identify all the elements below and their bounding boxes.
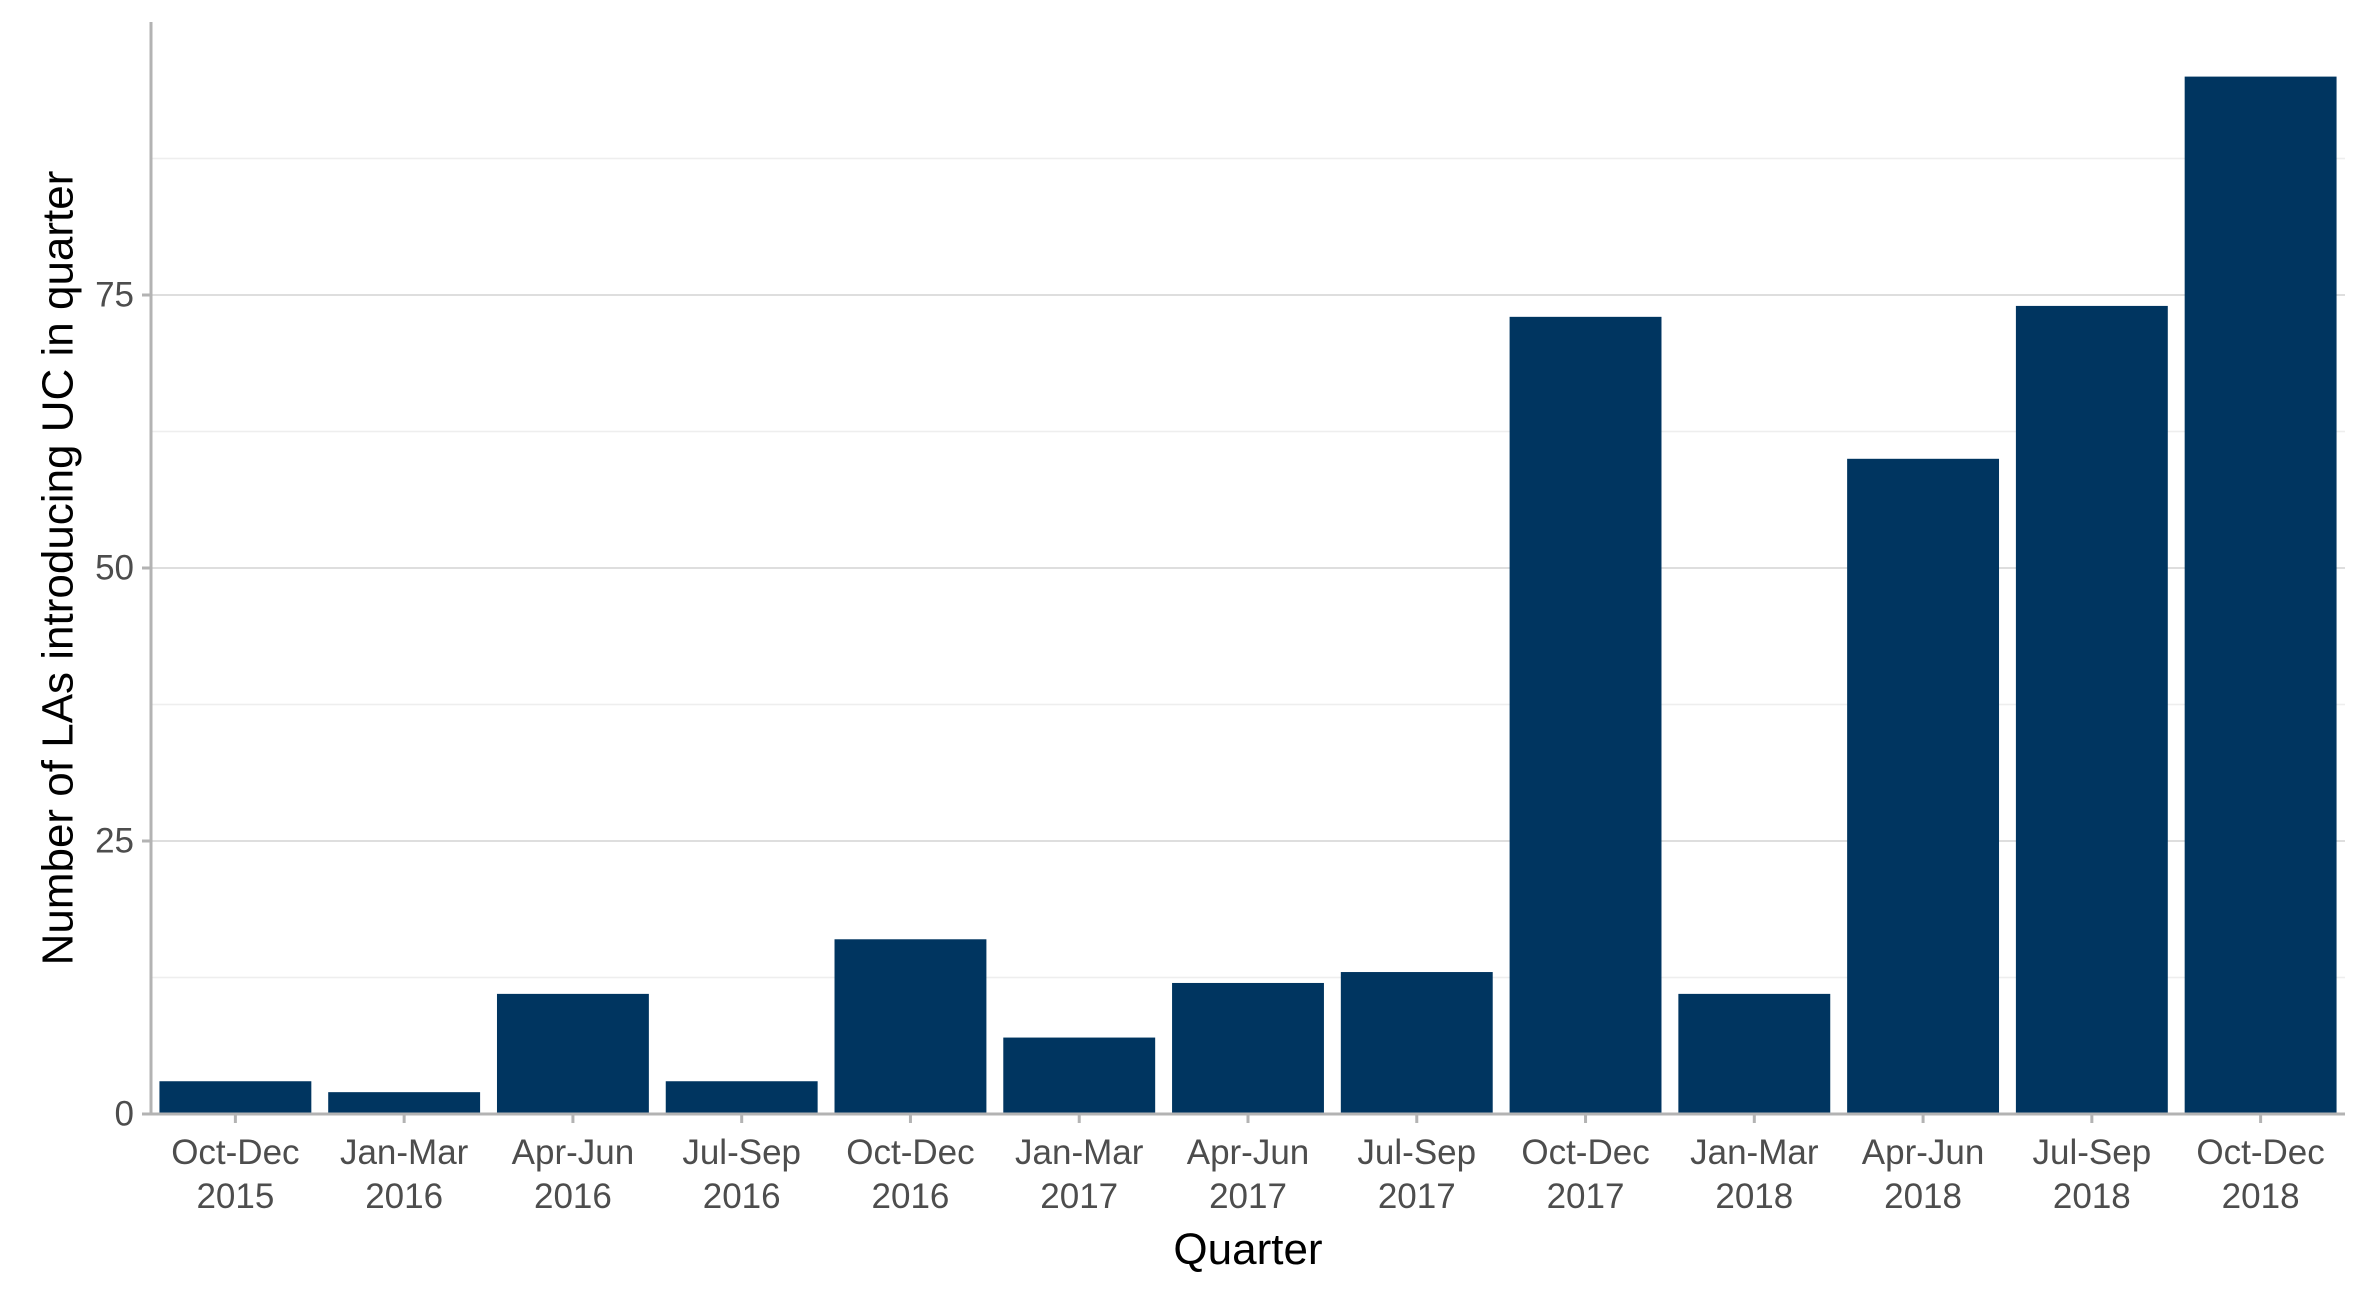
x-tick-label: Oct-Dec 2016 bbox=[846, 1133, 974, 1216]
grid-layer bbox=[151, 157, 2345, 979]
x-tick-label: Jan-Mar 2018 bbox=[1690, 1133, 1819, 1216]
x-tick-label: Apr-Jun 2016 bbox=[512, 1133, 635, 1216]
bar bbox=[2184, 76, 2337, 1115]
x-axis-title: Quarter bbox=[1173, 1225, 1322, 1274]
x-tick-label: Jul-Sep 2016 bbox=[682, 1133, 801, 1216]
y-tick-label: 50 bbox=[95, 549, 134, 588]
bar bbox=[665, 1081, 818, 1114]
bar bbox=[2015, 305, 2168, 1114]
bar bbox=[834, 939, 987, 1114]
x-tick-label: Apr-Jun 2018 bbox=[1862, 1133, 1985, 1216]
x-tick-label: Jul-Sep 2017 bbox=[1357, 1133, 1476, 1216]
bar bbox=[1172, 982, 1324, 1114]
bar bbox=[328, 1092, 481, 1114]
x-tick-label: Jan-Mar 2016 bbox=[340, 1133, 469, 1216]
bar bbox=[1678, 993, 1831, 1114]
y-tick-label: 75 bbox=[95, 276, 134, 315]
x-tick-label: Apr-Jun 2017 bbox=[1187, 1133, 1310, 1216]
bar bbox=[1847, 458, 2000, 1114]
bar bbox=[496, 993, 649, 1114]
axes-layer bbox=[142, 22, 2345, 1123]
y-tick-label: 25 bbox=[95, 822, 134, 861]
bar bbox=[1509, 316, 1662, 1115]
y-tick-label: 0 bbox=[115, 1095, 134, 1134]
bars-layer bbox=[159, 76, 2337, 1115]
x-tick-label: Oct-Dec 2018 bbox=[2196, 1133, 2324, 1216]
x-tick-label: Jan-Mar 2017 bbox=[1015, 1133, 1144, 1216]
labels-layer: 0 25 50 75 Oct-Dec 2015 Jan-Mar 2016 Apr-Jun 2016… bbox=[34, 171, 2325, 1274]
bar bbox=[159, 1081, 312, 1114]
x-tick-label: Oct-Dec 2015 bbox=[171, 1133, 299, 1216]
y-axis-title: Number of LAs introducing UC in quarter bbox=[34, 171, 83, 966]
bar bbox=[1340, 972, 1493, 1114]
x-tick-label: Jul-Sep 2018 bbox=[2033, 1133, 2152, 1216]
x-tick-label: Oct-Dec 2017 bbox=[1521, 1133, 1649, 1216]
bar bbox=[1003, 1037, 1156, 1114]
